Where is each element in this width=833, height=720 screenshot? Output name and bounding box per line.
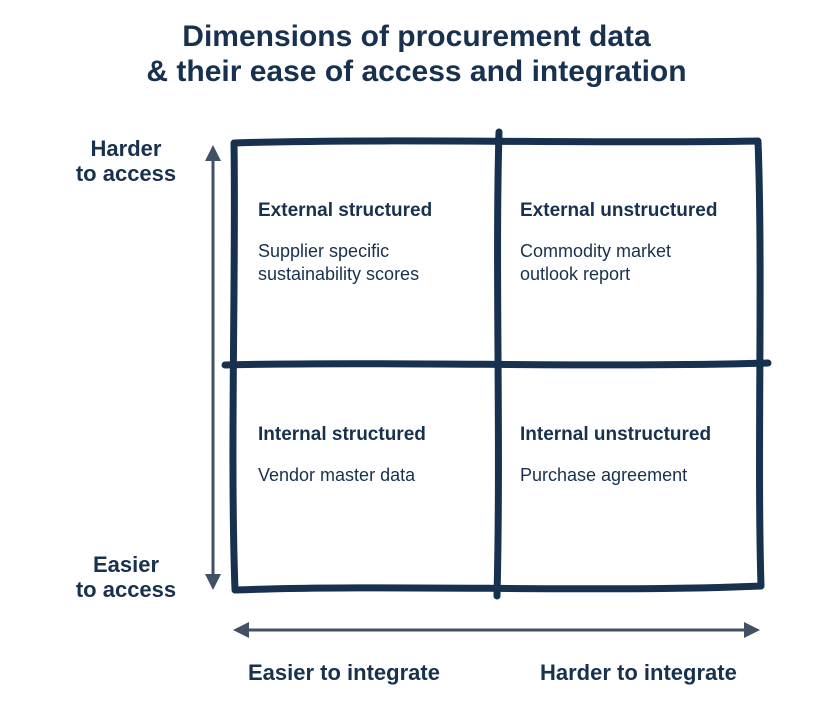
quadrant-tr-example-line1: Commodity market [520, 241, 671, 261]
quadrant-bl-example-line1: Vendor master data [258, 465, 415, 485]
x-axis-left-label: Easier to integrate [248, 660, 440, 685]
y-bottom-line1: Easier [93, 552, 159, 577]
quadrant-tl-heading: External structured [258, 200, 432, 222]
diagram-canvas: Dimensions of procurement data & their e… [0, 0, 833, 720]
quadrant-bl-heading: Internal structured [258, 424, 426, 446]
quadrant-tl-example-line1: Supplier specific [258, 241, 389, 261]
quadrant-tl-example-line2: sustainability scores [258, 264, 419, 284]
quadrant-tr-example: Commodity market outlook report [520, 240, 671, 285]
x-axis-right-label: Harder to integrate [540, 660, 737, 685]
y-bottom-line2: to access [76, 577, 176, 602]
quadrant-tr-heading: External unstructured [520, 200, 717, 222]
quadrant-br-example: Purchase agreement [520, 464, 687, 487]
y-top-line1: Harder [91, 136, 162, 161]
y-top-line2: to access [76, 161, 176, 186]
quadrant-br-heading: Internal unstructured [520, 424, 711, 446]
y-axis-bottom-label: Easier to access [56, 552, 196, 603]
quadrant-tl-example: Supplier specific sustainability scores [258, 240, 419, 285]
x-axis-arrow [233, 622, 760, 638]
y-axis-top-label: Harder to access [56, 136, 196, 187]
diagram-svg [0, 0, 833, 720]
quadrant-tr-example-line2: outlook report [520, 264, 630, 284]
y-axis-arrow [205, 145, 221, 590]
quadrant-br-example-line1: Purchase agreement [520, 465, 687, 485]
quadrant-bl-example: Vendor master data [258, 464, 415, 487]
